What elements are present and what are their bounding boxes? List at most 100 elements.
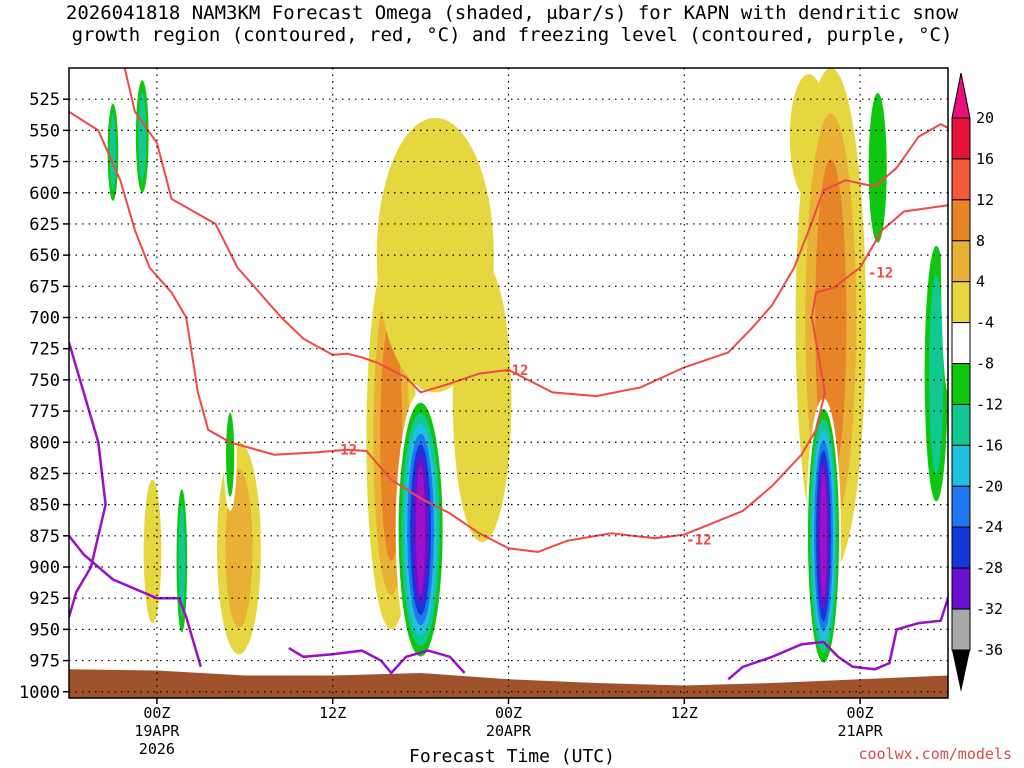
contour-label-3: -12 <box>868 266 893 282</box>
colorbar-label-10: -24 <box>976 518 1003 536</box>
y-tick-label-850: 850 <box>29 496 60 516</box>
colorbar-swatch-2 <box>951 199 971 242</box>
colorbar-swatch-10 <box>951 526 971 569</box>
y-tick-label-775: 775 <box>29 402 60 422</box>
colorbar-swatch-6 <box>951 363 971 405</box>
colorbar-swatch-11 <box>951 567 971 610</box>
x-tick-label-36-0: 12Z <box>671 704 698 722</box>
colorbar-label-6: -8 <box>976 355 994 373</box>
y-tick-label-575: 575 <box>29 153 60 173</box>
omega-region-rising-hour-minus3 <box>105 92 121 212</box>
colorbar-swatch-0 <box>951 117 971 160</box>
y-tick-label-675: 675 <box>29 277 60 297</box>
omega-shade-rising-hour-53-level-2 <box>929 274 944 474</box>
omega-shade-rising-hour-minus3-level-2 <box>109 114 117 191</box>
y-tick-label-650: 650 <box>29 246 60 266</box>
colorbar-label-7: -12 <box>976 395 1003 413</box>
x-tick-label-12-0: 12Z <box>319 704 346 722</box>
dgz-contour-1 <box>69 110 948 554</box>
omega-shade-rising-hour-18-level-7 <box>415 464 426 595</box>
omega-region-rising-hour-2 <box>174 473 190 649</box>
colorbar-swatch-7 <box>951 403 971 446</box>
y-tick-label-900: 900 <box>29 558 60 578</box>
omega-shade-rising-hour-5-level-1 <box>226 412 235 497</box>
y-tick-label-1000: 1000 <box>19 683 60 703</box>
chart-title-line-1: 2026041818 NAM3KM Forecast Omega (shaded… <box>65 2 959 24</box>
colorbar-label-5: -4 <box>976 314 994 332</box>
y-tick-label-750: 750 <box>29 371 60 391</box>
omega-shade-rising-hour-minus1-level-2 <box>138 92 147 181</box>
y-tick-label-825: 825 <box>29 464 60 484</box>
y-tick-label-550: 550 <box>29 121 60 141</box>
chart-title: 2026041818 NAM3KM Forecast Omega (shaded… <box>0 2 1024 46</box>
freezing-contour-1 <box>69 535 202 668</box>
colorbar-label-0: 20 <box>976 109 994 127</box>
omega-shade-rising-hour-3-level-0 <box>198 167 204 218</box>
omega-region-rising-hour-minus1 <box>133 68 152 206</box>
y-tick-label-975: 975 <box>29 652 60 672</box>
dgz-contour-0 <box>123 68 948 398</box>
x-axis-label: Forecast Time (UTC) <box>409 746 615 767</box>
contour-label-2: -12 <box>686 533 711 549</box>
x-tick-label-48-0: 00Z <box>847 704 874 722</box>
colorbar-label-1: 16 <box>976 150 994 168</box>
colorbar-label-4: 4 <box>976 273 985 291</box>
x-tick-label-0-1: 19APR <box>134 722 180 740</box>
colorbar: 20 16 12 8 4 -4 -8 -12 -16 -20 -24 -28 -32 -36 <box>951 72 1003 692</box>
plot-area <box>69 68 948 698</box>
y-tick-label-875: 875 <box>29 527 60 547</box>
contour-labels: -12 -12 -12 -12 <box>332 266 893 549</box>
x-tick-label-48-1: 21APR <box>838 722 884 740</box>
omega-shade-rising-hour-49-level-1 <box>868 92 887 243</box>
colorbar-swatch-9 <box>951 485 971 528</box>
contour-label-1: -12 <box>332 443 357 459</box>
x-tick-label-24-1: 20APR <box>486 722 532 740</box>
colorbar-swatch-5 <box>951 322 971 365</box>
y-tick-label-800: 800 <box>29 433 60 453</box>
freezing-contour-0 <box>69 342 107 618</box>
omega-region-sinking-hour-22 <box>452 261 512 543</box>
omega-region-rising-hour-5 <box>223 398 237 511</box>
x-tick-label-0-2: 2026 <box>139 740 175 758</box>
omega-shade-sinking-hour-22-level-0 <box>452 261 512 543</box>
omega-region-rising-hour-54 <box>940 68 948 393</box>
terrain-fill <box>69 669 948 698</box>
x-tick-label-24-0: 00Z <box>495 704 522 722</box>
omega-region-rising-hour-18 <box>395 392 446 667</box>
colorbar-swatch-4 <box>951 281 971 324</box>
dgz-contours <box>69 68 948 554</box>
colorbar-label-2: 12 <box>976 191 994 209</box>
colorbar-top-arrow <box>951 72 971 119</box>
y-tick-label-700: 700 <box>29 309 60 329</box>
omega-shade-sinking-hour-5-level-1 <box>225 468 253 628</box>
y-tick-label-525: 525 <box>29 90 60 110</box>
y-tick-label-925: 925 <box>29 589 60 609</box>
freezing-contour-2 <box>288 647 466 675</box>
y-tick-label-625: 625 <box>29 215 60 235</box>
omega-region-sinking-hour-5 <box>216 442 261 655</box>
colorbar-label-9: -20 <box>976 477 1003 495</box>
chart-title-line-2: growth region (contoured, red, °C) and f… <box>71 24 953 46</box>
source-credit: coolwx.com/models <box>858 745 1012 763</box>
omega-region-rising-hour-3 <box>198 167 204 218</box>
y-tick-label-600: 600 <box>29 184 60 204</box>
colorbar-swatch-1 <box>951 158 971 201</box>
colorbar-label-13: -36 <box>976 641 1003 659</box>
freezing-level-contours <box>69 342 948 681</box>
colorbar-swatch-3 <box>951 240 971 283</box>
colorbar-swatch-8 <box>951 444 971 487</box>
y-tick-label-725: 725 <box>29 340 60 360</box>
omega-shade-rising-hour-2-level-2 <box>178 504 186 617</box>
colorbar-label-11: -28 <box>976 559 1003 577</box>
colorbar-bottom-arrow <box>952 650 970 692</box>
freezing-contour-3 <box>727 594 948 681</box>
grid-lines <box>69 68 948 698</box>
omega-region-sinking-hour-0 <box>143 479 162 624</box>
omega-shade-rising-hour-54-level-0 <box>940 68 948 393</box>
colorbar-label-8: -16 <box>976 436 1003 454</box>
y-tick-label-950: 950 <box>29 620 60 640</box>
colorbar-label-3: 8 <box>976 232 985 250</box>
y-axis: 525 550 575 600 625 650 675 700 725 750 775 800 825 8… <box>19 90 69 703</box>
